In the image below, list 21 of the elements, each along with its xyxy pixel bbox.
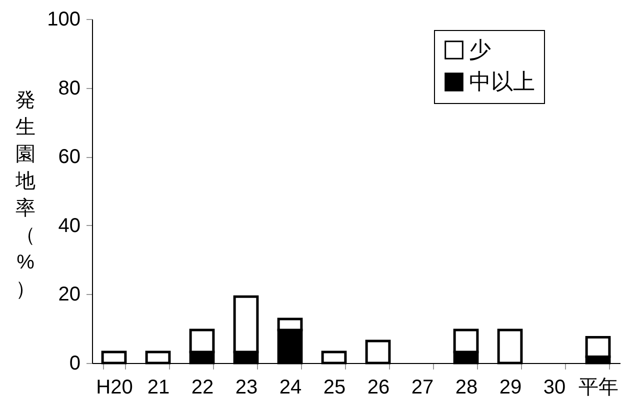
legend-label: 中以上 — [469, 69, 535, 94]
x-tick-label: 25 — [323, 376, 346, 398]
x-tick-label: 29 — [499, 376, 522, 398]
y-tick-label: 20 — [58, 284, 80, 306]
x-tick-label: 21 — [147, 376, 170, 398]
legend-label: 少 — [469, 37, 491, 62]
x-tick-label: 24 — [279, 376, 302, 398]
y-tick-label: 80 — [58, 77, 80, 100]
y-tick-label: 100 — [47, 8, 80, 30]
x-tick-label: 26 — [367, 376, 390, 398]
x-tick-label: 28 — [455, 376, 478, 398]
y-tick-label: 40 — [58, 214, 80, 237]
x-tick-label: H20 — [96, 376, 133, 398]
x-tick-label: 30 — [543, 376, 566, 398]
y-tick-label: 0 — [69, 352, 80, 374]
x-tick-label: 平年 — [578, 376, 618, 398]
y-tick-label: 60 — [58, 146, 80, 168]
y-axis-title: 発生園地率（%） — [14, 90, 36, 300]
x-tick-label: 27 — [411, 376, 434, 398]
x-tick-label: 22 — [191, 376, 214, 398]
x-tick-label: 23 — [235, 376, 258, 398]
